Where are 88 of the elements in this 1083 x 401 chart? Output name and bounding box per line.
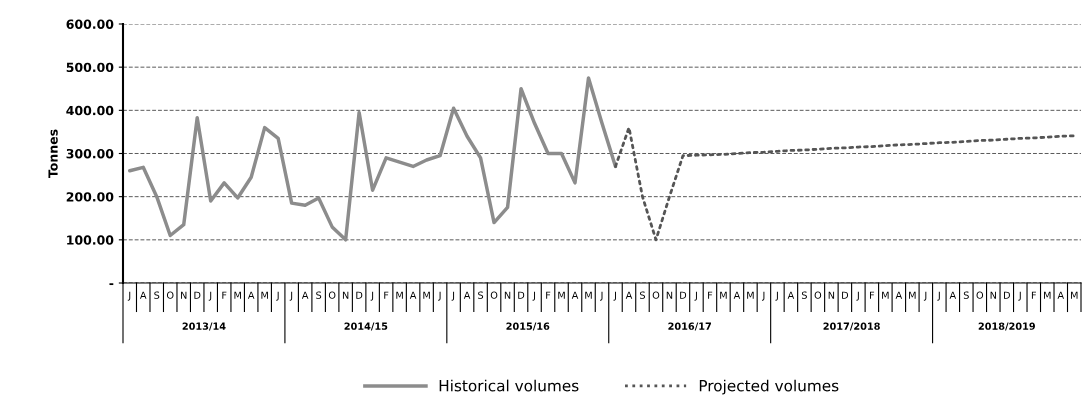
y-tick-label: - [109,283,114,286]
x-tick-label: N [990,291,996,299]
y-tick-label: 500.00 [66,62,114,73]
x-tick-label: N [181,291,187,299]
x-tick-label: J [276,291,279,301]
x-tick-label: J [532,291,536,301]
x-tick-label: J [438,291,441,301]
x-tick-label: D [356,291,363,299]
text: 2014/15 [344,322,388,331]
x-tick-label: J [127,291,131,301]
x-tick-label: A [409,291,417,299]
legend-label: Historical volumes [439,379,579,392]
x-tick-label: F [222,291,227,299]
x-tick-label: J [600,291,603,301]
x-tick-label: M [558,291,565,299]
x-tick-label: A [949,291,957,299]
x-tick-label: A [463,291,471,299]
x-tick-label: A [625,291,633,299]
x-tick-label: J [451,291,455,301]
x-tick-label: N [504,291,511,299]
text: 2016/17 [668,322,711,331]
x-tick-label: S [154,291,160,299]
x-tick-label: D [518,291,525,299]
x-tick-label: A [895,291,903,299]
x-tick-label: J [289,291,293,301]
x-tick-label: J [1018,291,1021,301]
x-tick-label: S [316,291,322,299]
legend-label: Projected volumes [699,379,839,395]
x-tick-label: A [733,291,741,299]
x-tick-label: A [301,291,309,299]
x-tick-label: M [1071,291,1078,299]
x-tick-label: O [814,291,822,299]
x-tick-label: O [490,291,498,299]
x-tick-label: F [708,291,713,299]
x-tick-label: F [546,291,551,299]
x-tick-label: J [208,291,212,301]
x-tick-label: J [937,291,940,301]
text: 2018/2019 [978,322,1035,331]
x-tick-label: A [1057,291,1065,299]
x-tick-label: O [166,291,174,299]
y-tick-label: 300.00 [66,148,114,159]
x-tick-label: S [963,291,969,299]
x-tick-label: J [761,291,765,301]
y-tick-label: 100.00 [67,235,114,245]
x-tick-label: D [842,291,849,299]
x-tick-label: J [370,291,374,301]
x-tick-label: A [787,291,795,299]
text: 2015/16 [506,322,550,331]
y-tick-label: 400.00 [66,105,114,116]
x-tick-label: M [423,291,430,299]
x-tick-label: D [1004,291,1010,299]
y-axis-title: Tonnes [48,129,58,179]
x-tick-label: M [261,291,268,299]
x-tick-label: J [694,291,697,301]
x-tick-label: A [571,291,579,299]
x-tick-label: M [234,291,241,299]
line-series [128,76,618,242]
x-tick-label: J [775,291,778,301]
x-tick-label: M [909,291,916,299]
x-tick-label: M [585,291,592,299]
x-tick-label: O [976,291,984,299]
x-tick-label: S [801,291,807,299]
x-tick-label: F [1031,291,1037,299]
y-tick-label: 600.00 [66,19,114,29]
x-tick-label: D [194,291,201,299]
y-tick-label: 200.00 [66,192,114,202]
x-tick-label: F [384,291,389,299]
x-tick-label: A [247,291,255,299]
x-tick-label: M [396,291,403,299]
text: 2013/14 [182,322,226,331]
x-tick-label: F [870,291,875,299]
x-tick-label: J [856,291,859,301]
x-tick-label: O [328,291,336,299]
x-tick-label: M [747,291,754,299]
x-tick-label: M [720,291,727,299]
x-tick-label: D [680,291,687,299]
text: 2017/2018 [823,322,880,331]
x-tick-label: N [666,291,673,299]
x-tick-label: M [1044,291,1051,299]
x-tick-label: N [828,291,835,299]
x-tick-label: O [652,291,660,299]
x-tick-label: S [640,291,646,299]
x-tick-label: J [923,291,927,301]
x-tick-label: M [882,291,889,299]
x-tick-label: J [613,291,616,301]
x-tick-label: N [342,291,349,299]
x-tick-label: A [139,291,147,299]
x-tick-label: S [478,291,484,299]
